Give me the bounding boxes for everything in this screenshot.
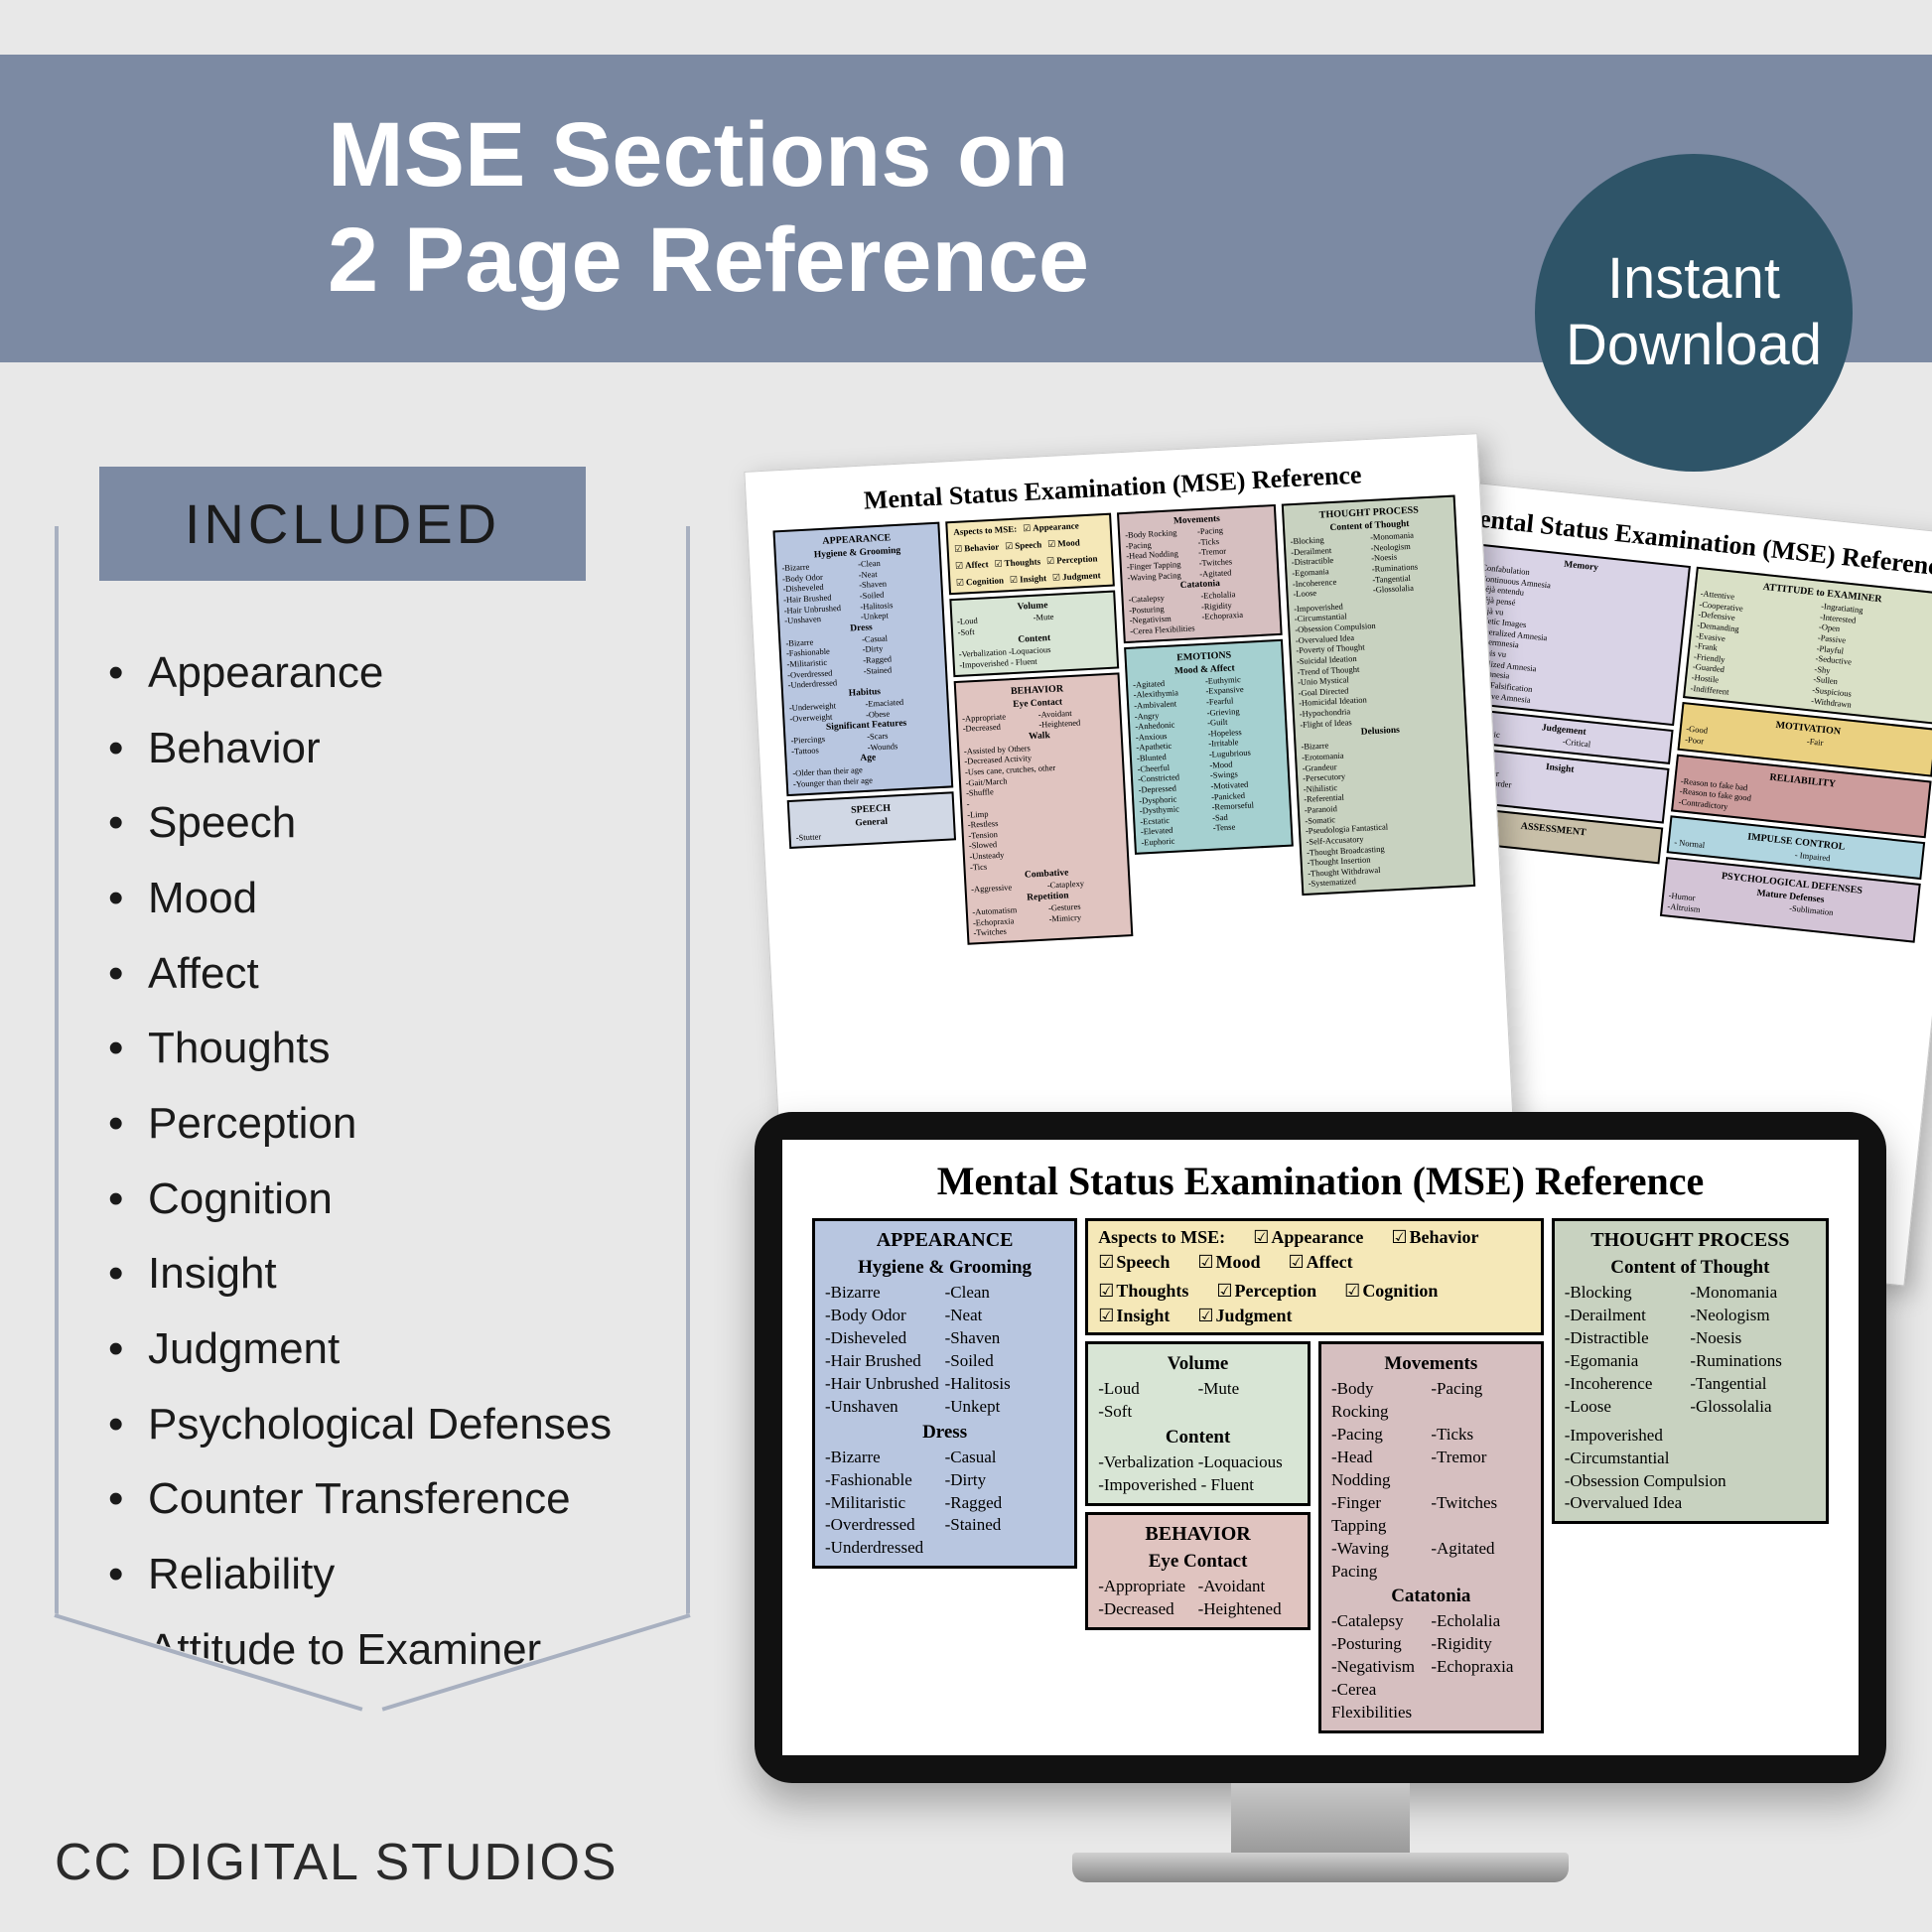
footer-brand: CC DIGITAL STUDIOS — [55, 1833, 619, 1892]
included-item: Behavior — [108, 711, 646, 786]
list-item: -Hair Brushed — [825, 1350, 945, 1373]
included-item: Psychological Defenses — [108, 1387, 646, 1462]
list-item: -Derailment — [1565, 1305, 1691, 1327]
list-item: -Avoidant — [1198, 1576, 1298, 1598]
title-line2: 2 Page Reference — [328, 209, 1089, 311]
list-item: -Ruminations — [1690, 1350, 1816, 1373]
list-item: -Decreased — [1098, 1598, 1197, 1621]
monitor-base — [1072, 1853, 1569, 1882]
monitor-stand — [1231, 1783, 1410, 1853]
list-item: -Tremor — [1431, 1447, 1530, 1492]
list-item: -Unshaven — [825, 1396, 945, 1419]
list-item: -Fashionable — [825, 1469, 945, 1492]
included-item: Perception — [108, 1086, 646, 1162]
list-item: -Monomania — [1690, 1282, 1816, 1305]
list-item: -Loose — [1565, 1396, 1691, 1419]
appearance-box: APPEARANCE Hygiene & Grooming -Bizarre-C… — [812, 1218, 1077, 1569]
list-item: -Ticks — [1431, 1424, 1530, 1447]
list-item: -Finger Tapping — [1331, 1492, 1431, 1538]
included-item: Judgment — [108, 1311, 646, 1387]
appearance-heading: APPEARANCE — [825, 1227, 1064, 1254]
included-item: Affect — [108, 936, 646, 1012]
monitor-mockup: Mental Status Examination (MSE) Referenc… — [755, 1112, 1886, 1882]
list-item: -Echolalia — [1431, 1610, 1530, 1633]
list-item: -Body Odor — [825, 1305, 945, 1327]
list-item: -Clean — [945, 1282, 1065, 1305]
list-item: -Unkept — [945, 1396, 1065, 1419]
hygiene-list: -Bizarre-Clean-Body Odor-Neat-Disheveled… — [825, 1282, 1064, 1419]
included-list: AppearanceBehaviorSpeechMoodAffectThough… — [108, 635, 646, 1687]
volume-box: Volume -Loud-Mute-Soft Content -Verbaliz… — [1085, 1341, 1311, 1506]
list-item: -Catalepsy — [1331, 1610, 1431, 1633]
hygiene-heading: Hygiene & Grooming — [825, 1254, 1064, 1282]
thought-box: THOUGHT PROCESS Content of Thought -Bloc… — [1552, 1218, 1829, 1524]
list-item: -Head Nodding — [1331, 1447, 1431, 1492]
included-item: Mood — [108, 861, 646, 936]
badge-line2: Download — [1566, 313, 1822, 379]
included-item: Insight — [108, 1236, 646, 1311]
included-item: Thoughts — [108, 1011, 646, 1086]
monitor-screen: Mental Status Examination (MSE) Referenc… — [782, 1140, 1859, 1755]
list-item: -Glossolalia — [1690, 1396, 1816, 1419]
list-item: -Disheveled — [825, 1327, 945, 1350]
memory-items: -Confabulation-Continuous Amnesia-Déjà e… — [1465, 562, 1682, 720]
badge-line1: Instant — [1607, 246, 1780, 313]
list-item: -Overdressed — [825, 1514, 945, 1537]
list-item: -Shaven — [945, 1327, 1065, 1350]
list-item: -Waving Pacing — [1331, 1538, 1431, 1584]
list-item: -Underdressed — [825, 1537, 945, 1560]
list-item: -Soiled — [945, 1350, 1065, 1373]
dress-heading: Dress — [825, 1419, 1064, 1447]
included-item: Attitude to Examiner — [108, 1612, 646, 1688]
included-item: Appearance — [108, 635, 646, 711]
included-item: Reliability — [108, 1537, 646, 1612]
list-item: -Echopraxia — [1431, 1656, 1530, 1679]
list-item: -Noesis — [1690, 1327, 1816, 1350]
included-item: Speech — [108, 785, 646, 861]
list-item: -Tangential — [1690, 1373, 1816, 1396]
list-item: -Posturing — [1331, 1633, 1431, 1656]
aspects-bar: Aspects to MSE: AppearanceBehaviorSpeech… — [1085, 1218, 1544, 1335]
list-item: -Ragged — [945, 1492, 1065, 1515]
movements-box: Movements -Body Rocking-Pacing-Pacing-Ti… — [1318, 1341, 1544, 1733]
list-item: -Hair Unbrushed — [825, 1373, 945, 1396]
aspects-row: Aspects to MSE: AppearanceBehaviorSpeech… — [945, 513, 1115, 596]
instant-download-badge: Instant Download — [1535, 154, 1853, 472]
dress-list: -Bizarre-Casual-Fashionable-Dirty-Milita… — [825, 1447, 1064, 1561]
list-item: -Egomania — [1565, 1350, 1691, 1373]
behavior-box: BEHAVIOR Eye Contact -Appropriate-Avoida… — [1085, 1512, 1311, 1630]
list-item: -Bizarre — [825, 1447, 945, 1469]
list-item: -Neat — [945, 1305, 1065, 1327]
list-item: -Negativism — [1331, 1656, 1431, 1679]
list-item: -Rigidity — [1431, 1633, 1530, 1656]
list-item: -Neologism — [1690, 1305, 1816, 1327]
list-item: -Agitated — [1431, 1538, 1530, 1584]
included-panel: AppearanceBehaviorSpeechMoodAffectThough… — [55, 526, 690, 1708]
included-item: Counter Transference — [108, 1461, 646, 1537]
list-item: -Dirty — [945, 1469, 1065, 1492]
list-item: -Casual — [945, 1447, 1065, 1469]
list-item: -Body Rocking — [1331, 1378, 1431, 1424]
list-item: -Heightened — [1198, 1598, 1298, 1621]
list-item: -Incoherence — [1565, 1373, 1691, 1396]
list-item: -Militaristic — [825, 1492, 945, 1515]
list-item: -Bizarre — [825, 1282, 945, 1305]
list-item — [945, 1537, 1065, 1560]
list-item: -Blocking — [1565, 1282, 1691, 1305]
screen-title: Mental Status Examination (MSE) Referenc… — [812, 1158, 1829, 1204]
title-line1: MSE Sections on — [328, 104, 1068, 206]
list-item: -Twitches — [1431, 1492, 1530, 1538]
list-item: -Pacing — [1431, 1378, 1530, 1424]
list-item: -Pacing — [1331, 1424, 1431, 1447]
header-title: MSE Sections on 2 Page Reference — [328, 103, 1089, 314]
included-item: Cognition — [108, 1162, 646, 1237]
list-item: -Distractible — [1565, 1327, 1691, 1350]
list-item — [1431, 1679, 1530, 1725]
list-item: -Halitosis — [945, 1373, 1065, 1396]
list-item: -Appropriate — [1098, 1576, 1197, 1598]
list-item: -Stained — [945, 1514, 1065, 1537]
list-item: -Cerea Flexibilities — [1331, 1679, 1431, 1725]
monitor-bezel: Mental Status Examination (MSE) Referenc… — [755, 1112, 1886, 1783]
